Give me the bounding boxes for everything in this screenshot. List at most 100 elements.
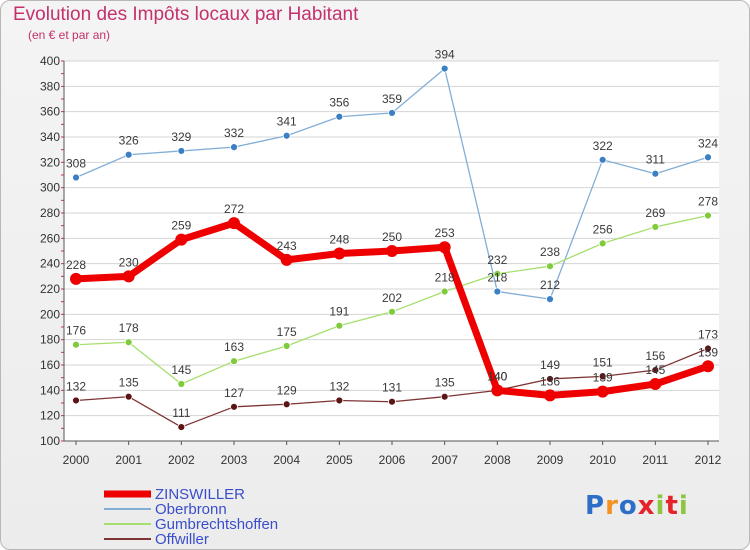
data-label: 191 xyxy=(329,305,349,319)
y-tick-label: 180 xyxy=(40,333,60,347)
data-point xyxy=(72,340,80,349)
data-label: 269 xyxy=(645,206,665,220)
data-label: 250 xyxy=(382,230,402,244)
data-point xyxy=(440,64,449,73)
x-tick-label: 2012 xyxy=(695,453,722,467)
x-tick-label: 2008 xyxy=(484,453,511,467)
data-label: 332 xyxy=(224,126,244,140)
data-point xyxy=(282,131,291,140)
data-label: 278 xyxy=(698,195,718,209)
y-tick-label: 300 xyxy=(40,181,60,195)
data-label: 341 xyxy=(277,115,297,129)
data-label: 202 xyxy=(382,291,402,305)
x-tick-label: 2006 xyxy=(379,453,406,467)
data-point xyxy=(491,384,504,397)
y-tick-label: 400 xyxy=(40,54,60,68)
data-label: 329 xyxy=(171,130,191,144)
data-label: 156 xyxy=(645,349,665,363)
y-tick-label: 320 xyxy=(40,155,60,169)
data-label: 212 xyxy=(540,278,560,292)
x-tick-label: 2010 xyxy=(589,453,616,467)
data-label: 326 xyxy=(119,134,139,148)
data-point xyxy=(493,287,502,296)
data-label: 228 xyxy=(66,258,86,272)
data-label: 243 xyxy=(277,239,297,253)
data-point xyxy=(282,400,291,409)
logo-letter: x xyxy=(637,491,656,521)
data-point xyxy=(335,112,344,121)
data-label: 238 xyxy=(540,245,560,259)
data-label: 159 xyxy=(698,345,718,359)
data-label: 253 xyxy=(435,226,455,240)
data-label: 132 xyxy=(329,379,349,393)
logo-letter: r xyxy=(605,491,619,521)
y-tick-label: 280 xyxy=(40,206,60,220)
data-point xyxy=(335,396,344,405)
data-label: 111 xyxy=(172,406,191,420)
logo-letter: i xyxy=(655,491,666,521)
data-label: 139 xyxy=(593,371,613,385)
data-point xyxy=(649,378,662,390)
logo-letter: t xyxy=(665,491,679,521)
data-label: 256 xyxy=(593,222,613,236)
data-label: 136 xyxy=(540,374,560,388)
data-point xyxy=(598,155,607,164)
y-tick-label: 360 xyxy=(40,105,60,119)
data-label: 176 xyxy=(66,324,86,338)
data-label: 145 xyxy=(171,363,191,377)
x-tick-label: 2011 xyxy=(642,453,668,467)
y-tick-label: 100 xyxy=(40,434,60,448)
data-label: 311 xyxy=(646,153,665,167)
data-point xyxy=(598,372,607,381)
data-point xyxy=(230,143,238,152)
data-label: 131 xyxy=(382,381,402,395)
data-label: 135 xyxy=(119,376,139,390)
x-tick-label: 2007 xyxy=(431,453,458,467)
proxiti-logo: Proxiti xyxy=(585,491,689,521)
data-point xyxy=(124,338,133,347)
data-label: 324 xyxy=(698,136,718,150)
data-point xyxy=(388,109,396,117)
data-point xyxy=(177,423,186,431)
data-label: 259 xyxy=(171,219,191,233)
data-point xyxy=(546,295,554,304)
data-point xyxy=(386,245,398,257)
data-label: 127 xyxy=(224,386,244,400)
x-tick-label: 2003 xyxy=(221,453,248,467)
data-label: 135 xyxy=(435,376,455,390)
data-point xyxy=(70,272,82,285)
data-label: 175 xyxy=(277,325,297,339)
data-point xyxy=(544,389,556,402)
data-point xyxy=(124,150,133,159)
y-tick-label: 260 xyxy=(40,231,60,245)
data-label: 140 xyxy=(487,369,507,383)
series-oberbronn xyxy=(72,64,712,304)
data-point xyxy=(704,344,712,353)
data-label: 178 xyxy=(119,321,139,335)
data-point xyxy=(388,397,396,406)
data-label: 149 xyxy=(540,358,560,372)
data-label: 163 xyxy=(224,340,244,354)
data-point xyxy=(546,375,554,383)
data-point xyxy=(230,357,238,366)
y-tick-label: 120 xyxy=(40,409,60,423)
data-label: 272 xyxy=(224,202,244,216)
data-label: 132 xyxy=(66,379,86,393)
data-point xyxy=(282,342,291,350)
data-point xyxy=(493,269,502,278)
chart-title: Evolution des Impôts locaux par Habitant xyxy=(13,4,359,25)
x-tick-label: 2000 xyxy=(63,453,90,467)
data-point xyxy=(388,307,396,316)
data-point xyxy=(546,262,554,271)
legend-label: Gumbrechtshoffen xyxy=(155,516,278,533)
logo-letter: P xyxy=(585,491,606,521)
data-point xyxy=(651,223,660,231)
data-point xyxy=(704,153,712,162)
data-point xyxy=(596,385,609,398)
y-tick-label: 340 xyxy=(40,130,60,144)
data-point xyxy=(175,233,188,246)
x-tick-label: 2004 xyxy=(273,453,300,467)
data-point xyxy=(598,239,607,248)
data-point xyxy=(335,321,344,330)
